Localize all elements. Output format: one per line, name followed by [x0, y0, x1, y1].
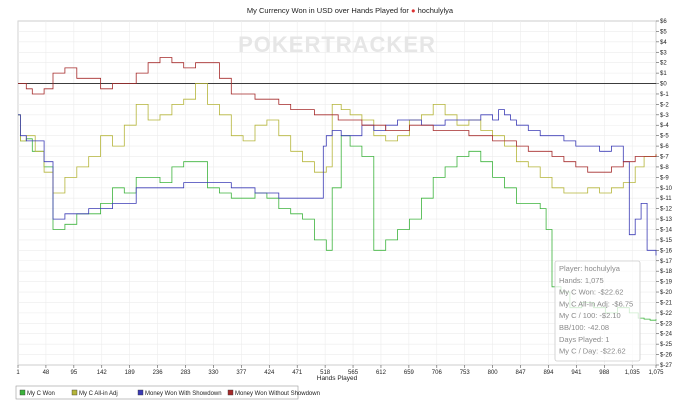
- info-line: My C Won: -$22.62: [559, 288, 623, 297]
- x-tick-label: 142: [97, 370, 108, 376]
- x-tick-label: 1: [16, 370, 20, 376]
- y-tick-label: $-23: [660, 321, 673, 327]
- x-tick-label: 330: [208, 370, 219, 376]
- y-tick-label: $0: [660, 82, 667, 88]
- y-tick-label: $-9: [660, 175, 669, 181]
- y-tick-label: $-1: [660, 92, 669, 98]
- x-axis-ticks: 1 48 95 142 189 236 283 330 377 424 471 518 565 612 65…: [16, 365, 664, 376]
- y-tick-label: $5: [660, 29, 667, 35]
- x-tick-label: 612: [376, 370, 387, 376]
- y-tick-label: $-26: [660, 353, 673, 359]
- stats-info-box: Player: hochulylya Hands: 1,075 My C Won: …: [554, 260, 641, 362]
- y-tick-label: $3: [660, 50, 667, 56]
- x-tick-label: 189: [125, 370, 136, 376]
- y-tick-label: $-11: [660, 196, 672, 202]
- x-tick-label: 1,075: [648, 370, 664, 376]
- legend-swatch: [137, 389, 144, 396]
- x-tick-label: 471: [292, 370, 303, 376]
- x-tick-label: 95: [70, 370, 77, 376]
- y-tick-label: $-8: [660, 165, 669, 171]
- legend-entry: Money Won Without Showdown: [235, 391, 320, 397]
- y-tick-label: $2: [660, 61, 667, 67]
- x-tick-label: 941: [571, 370, 582, 376]
- info-line: Days Played: 1: [559, 335, 609, 344]
- x-tick-label: 706: [432, 370, 443, 376]
- x-tick-label: 48: [43, 370, 50, 376]
- y-tick-label: $-6: [660, 144, 669, 150]
- x-tick-label: 659: [404, 370, 415, 376]
- y-tick-label: $-12: [660, 207, 673, 213]
- y-tick-label: $-3: [660, 113, 669, 119]
- info-line: BB/100: -42.08: [559, 323, 609, 332]
- legend-swatch: [71, 389, 78, 396]
- x-tick-label: 518: [320, 370, 331, 376]
- flame-icon: ●: [411, 6, 416, 15]
- series-line-money-won-without-showdown: [18, 57, 657, 173]
- y-tick-label: $-16: [660, 248, 673, 254]
- y-tick-label: $-18: [660, 269, 673, 275]
- y-tick-label: $-10: [660, 186, 673, 192]
- y-tick-label: $-27: [660, 363, 673, 369]
- x-tick-label: 1,035: [625, 370, 641, 376]
- legend-entry: Money Won With Showdown: [145, 391, 222, 397]
- series-line-money-won-with-showdown: [18, 109, 657, 256]
- x-tick-label: 424: [264, 370, 275, 376]
- y-tick-label: $-22: [660, 311, 673, 317]
- info-line: My C All-In Adj: -$6.75: [559, 299, 633, 308]
- y-tick-label: $-15: [660, 238, 673, 244]
- y-axis-ticks: $6 $5 $4 $3 $2 $1 $0 $-1 $-2 $-3 $-4 $-5 $-6 $-7 $-8 $-…: [656, 19, 673, 369]
- y-tick-label: $-19: [660, 280, 673, 286]
- y-tick-label: $1: [660, 71, 667, 77]
- legend: My C Won My C All-in Adj Money Won With Sh…: [15, 385, 320, 400]
- legend-entry: My C Won: [27, 391, 55, 397]
- info-line: My C / Day: -$22.62: [559, 347, 626, 356]
- x-axis-label: Hands Played: [317, 375, 358, 382]
- legend-entry: My C All-in Adj: [79, 391, 118, 397]
- y-tick-label: $-13: [660, 217, 673, 223]
- x-tick-label: 800: [488, 370, 499, 376]
- y-tick-label: $-17: [660, 259, 673, 265]
- y-tick-label: $-20: [660, 290, 673, 296]
- x-tick-label: 236: [153, 370, 164, 376]
- x-tick-label: 894: [543, 370, 554, 376]
- chart-title: My Currency Won in USD over Hands Played…: [247, 6, 454, 15]
- y-tick-label: $-4: [660, 123, 669, 129]
- legend-swatch: [227, 389, 234, 396]
- y-tick-label: $-25: [660, 342, 673, 348]
- y-tick-label: $-24: [660, 332, 673, 338]
- info-line: My C / 100: -$2.10: [559, 311, 621, 320]
- x-tick-label: 847: [516, 370, 527, 376]
- x-tick-label: 565: [348, 370, 359, 376]
- watermark-text: POKERTRACKER: [238, 32, 436, 57]
- series-line-my-c-all-in-adj: [18, 83, 657, 194]
- x-tick-label: 377: [236, 370, 247, 376]
- x-tick-label: 988: [599, 370, 610, 376]
- y-tick-label: $-21: [660, 300, 673, 306]
- y-tick-label: $-5: [660, 134, 669, 140]
- y-tick-label: $4: [660, 40, 667, 46]
- x-tick-label: 283: [181, 370, 192, 376]
- plot-area: POKERTRACKER: [17, 20, 657, 366]
- legend-swatch: [19, 389, 26, 396]
- y-tick-label: $6: [660, 19, 667, 25]
- info-line: Player: hochulylya: [559, 264, 621, 273]
- y-tick-label: $-14: [660, 227, 673, 233]
- y-tick-label: $-7: [660, 155, 669, 161]
- y-tick-label: $-2: [660, 102, 669, 108]
- x-tick-label: 753: [460, 370, 471, 376]
- info-line: Hands: 1,075: [559, 276, 604, 285]
